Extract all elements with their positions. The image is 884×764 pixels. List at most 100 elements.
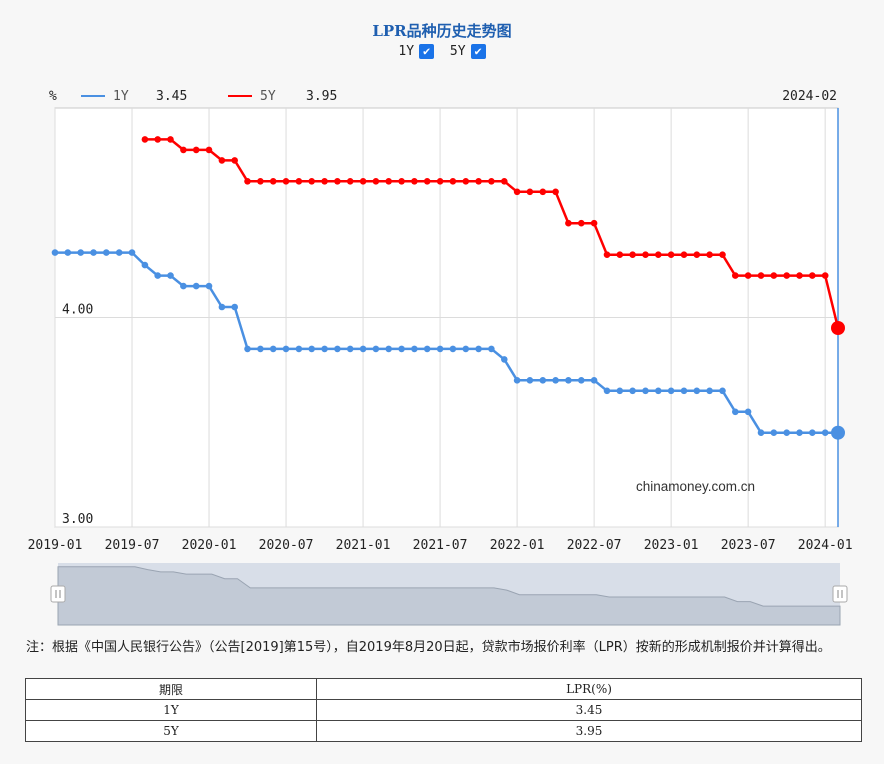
data-point-1y bbox=[180, 282, 187, 290]
data-point-1y bbox=[642, 387, 649, 395]
data-point-5y bbox=[629, 251, 636, 258]
data-point-1y bbox=[629, 387, 636, 395]
data-point-1y bbox=[809, 429, 816, 437]
toggle-1y-label: 1Y bbox=[398, 44, 415, 59]
data-point-1y bbox=[154, 272, 161, 279]
data-point-5y bbox=[552, 188, 559, 196]
data-point-1y bbox=[744, 408, 752, 416]
toggle-5y[interactable]: 5Y ✔ bbox=[450, 44, 486, 59]
row-term: 1Y bbox=[24, 699, 318, 721]
data-point-1y bbox=[821, 429, 829, 437]
row-rate: 3.95 bbox=[316, 720, 862, 742]
data-point-1y bbox=[385, 345, 393, 353]
data-point-1y bbox=[680, 387, 688, 395]
toggle-1y[interactable]: 1Y ✔ bbox=[398, 44, 435, 59]
data-point-1y bbox=[552, 377, 559, 384]
table-header-row: 期限 LPR(%) bbox=[24, 678, 862, 700]
series-layer bbox=[51, 136, 845, 440]
legend-5y-value: 3.95 bbox=[306, 89, 337, 104]
data-point-1y bbox=[488, 345, 495, 353]
data-point-5y bbox=[231, 157, 238, 164]
data-point-1y bbox=[128, 249, 136, 256]
data-point-5y bbox=[590, 219, 598, 227]
x-tick-label: 2019-07 bbox=[105, 538, 160, 553]
header-term: 期限 bbox=[24, 678, 318, 700]
table-row: 1Y 3.45 bbox=[24, 699, 862, 721]
navigator-handle-right[interactable] bbox=[832, 585, 848, 603]
grid bbox=[54, 108, 838, 528]
x-tick-label: 2022-01 bbox=[490, 538, 545, 553]
data-point-5y bbox=[783, 272, 790, 279]
data-point-1y bbox=[423, 345, 431, 353]
y-tick-label: 3.00 bbox=[62, 512, 93, 527]
data-point-5y bbox=[321, 178, 328, 185]
unit-label: % bbox=[49, 89, 57, 104]
data-point-5y bbox=[757, 272, 765, 279]
data-point-5y bbox=[154, 136, 161, 143]
data-point-5y bbox=[411, 178, 418, 185]
data-point-1y bbox=[436, 345, 444, 353]
checkbox-1y[interactable]: ✔ bbox=[419, 44, 435, 59]
data-point-5y bbox=[308, 178, 316, 185]
data-point-1y bbox=[372, 345, 380, 353]
data-point-1y bbox=[667, 387, 675, 395]
data-point-5y bbox=[706, 251, 713, 258]
data-point-5y bbox=[526, 188, 534, 196]
data-point-1y bbox=[359, 345, 367, 353]
legend-1y-name: 1Y bbox=[113, 89, 129, 104]
data-point-5y bbox=[282, 178, 290, 185]
data-point-5y bbox=[744, 272, 752, 279]
y-tick-label: 4.00 bbox=[62, 303, 93, 318]
lpr-table: 期限 LPR(%) 1Y 3.45 5Y 3.95 bbox=[24, 678, 862, 742]
data-point-5y bbox=[488, 178, 495, 185]
row-rate: 3.45 bbox=[316, 699, 862, 721]
header-lpr: LPR(%) bbox=[316, 678, 862, 700]
data-point-1y bbox=[475, 345, 482, 353]
data-point-1y bbox=[796, 429, 803, 437]
data-point-1y bbox=[282, 345, 290, 353]
x-tick-label: 2022-07 bbox=[567, 538, 622, 553]
data-point-1y bbox=[334, 345, 341, 353]
data-point-5y bbox=[141, 136, 149, 143]
data-point-5y bbox=[796, 272, 803, 279]
x-tick-label: 2020-07 bbox=[259, 538, 314, 553]
data-point-5y bbox=[501, 178, 508, 185]
data-point-5y bbox=[423, 178, 431, 185]
data-point-1y bbox=[706, 387, 713, 395]
data-point-5y bbox=[821, 272, 829, 279]
data-point-1y bbox=[269, 345, 277, 353]
x-tick-label: 2023-07 bbox=[721, 538, 776, 553]
data-point-1y bbox=[51, 249, 59, 256]
data-point-1y bbox=[616, 387, 624, 395]
legend-1y-value: 3.45 bbox=[156, 89, 187, 104]
data-point-5y bbox=[398, 178, 405, 185]
data-point-1y bbox=[449, 345, 457, 353]
data-point-5y bbox=[642, 251, 649, 258]
navigator-handle-left[interactable] bbox=[50, 585, 66, 603]
x-tick-label: 2024-01 bbox=[798, 538, 853, 553]
row-term: 5Y bbox=[24, 720, 318, 742]
data-point-1y bbox=[590, 377, 598, 384]
data-point-5y bbox=[346, 178, 354, 185]
data-point-5y bbox=[257, 178, 264, 185]
data-point-1y bbox=[77, 249, 84, 256]
x-axis-labels: 2019-01 2019-07 2020-01 2020-07 2021-01 2021-… bbox=[28, 538, 853, 553]
x-tick-label: 2020-01 bbox=[182, 538, 237, 553]
data-point-5y bbox=[269, 178, 277, 185]
checkbox-5y[interactable]: ✔ bbox=[470, 44, 486, 59]
data-point-1y bbox=[346, 345, 354, 353]
toggle-5y-label: 5Y bbox=[449, 44, 466, 59]
data-point-5y bbox=[385, 178, 393, 185]
data-point-1y bbox=[578, 377, 585, 384]
data-point-5y bbox=[831, 321, 845, 335]
data-point-5y bbox=[475, 178, 482, 185]
data-point-1y bbox=[603, 387, 611, 395]
data-point-1y bbox=[501, 356, 508, 363]
data-point-5y bbox=[205, 146, 213, 154]
data-point-1y bbox=[693, 387, 701, 395]
x-tick-label: 2019-01 bbox=[28, 538, 83, 553]
data-point-1y bbox=[655, 387, 662, 395]
data-point-5y bbox=[655, 251, 662, 258]
data-point-5y bbox=[693, 251, 701, 258]
data-point-1y bbox=[398, 345, 405, 353]
